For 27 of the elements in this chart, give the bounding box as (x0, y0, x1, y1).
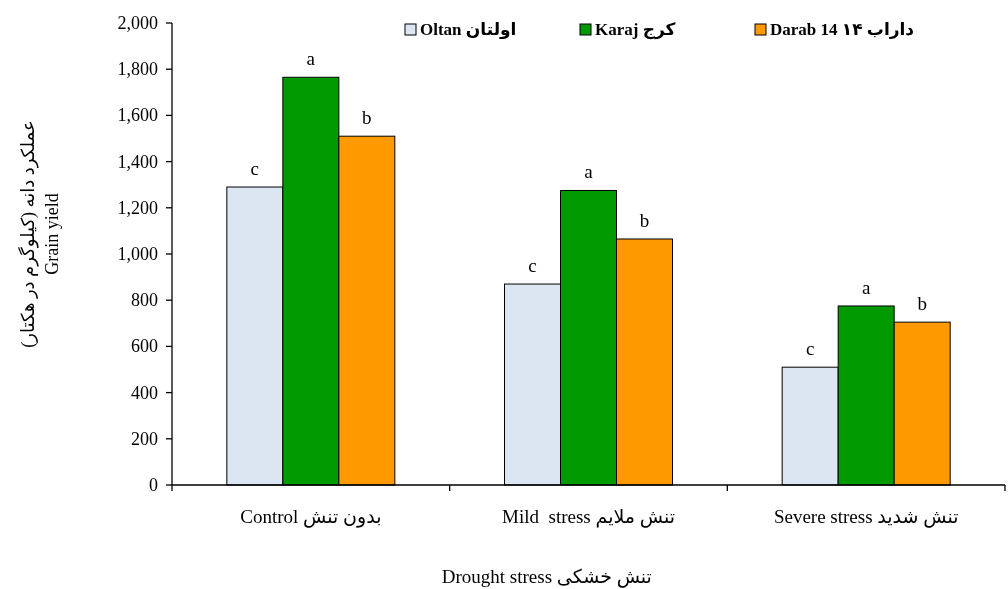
legend-label: Oltan اولتان (420, 20, 517, 40)
data-label: a (306, 48, 316, 70)
data-label: b (362, 107, 372, 129)
y-tick-label: 1,200 (117, 197, 158, 218)
data-label: c (528, 255, 537, 277)
y-tick-label: 800 (131, 290, 158, 311)
y-tick-label: 1,000 (117, 244, 158, 264)
x-tick-label: Control بدون تنش (240, 506, 382, 528)
legend-label: Karaj کرج (595, 20, 676, 40)
y-tick-label: 2,000 (117, 13, 158, 33)
y-tick-label: 1,600 (117, 105, 158, 126)
y-tick-label: 1,400 (117, 151, 158, 172)
y-tick-label: 0 (149, 475, 158, 495)
data-label: b (639, 209, 650, 231)
data-label: c (805, 338, 815, 360)
data-label: b (917, 293, 927, 315)
y-tick-label: 400 (131, 382, 158, 403)
data-label: c (250, 158, 260, 180)
y-tick-label: 1,800 (117, 59, 158, 80)
x-axis-title: Drought stress تنش خشکی (441, 566, 652, 588)
x-tick-label: Severe stress تنش شدید (773, 506, 959, 528)
legend-label: Darab 14 داراب ۱۴ (770, 20, 915, 39)
y-tick-label: 600 (131, 336, 158, 357)
y-tick-label: 200 (131, 428, 158, 449)
data-label: a (861, 276, 871, 298)
data-label: a (584, 161, 594, 183)
x-tick-label: Mild stress تنش ملایم (502, 506, 675, 528)
